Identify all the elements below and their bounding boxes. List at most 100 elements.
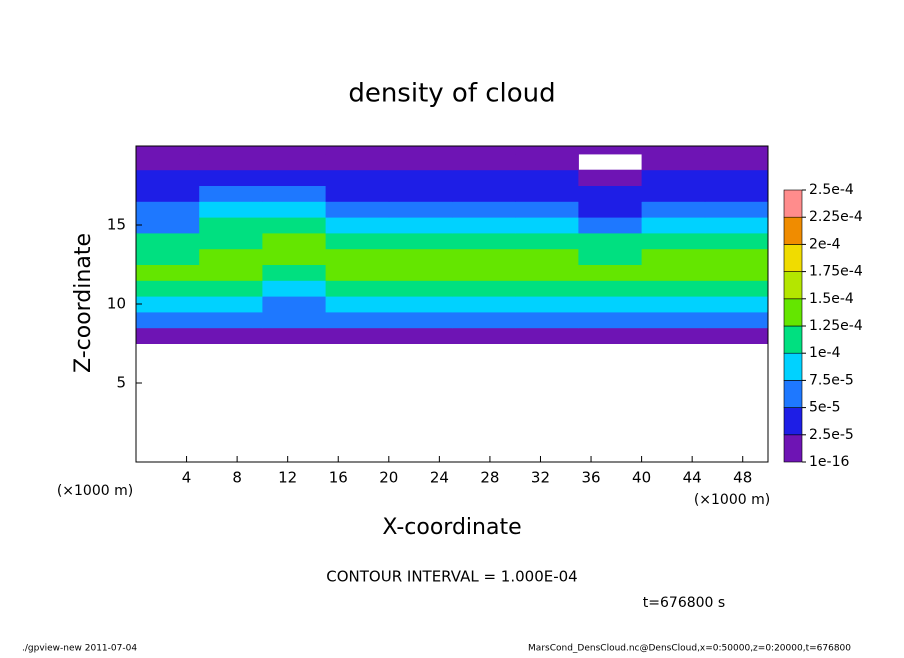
- x-tick-label: 40: [632, 469, 651, 487]
- colorbar-bin: [783, 216, 803, 245]
- cell: [515, 153, 579, 171]
- x-tick-label: 48: [733, 469, 752, 487]
- cell: [578, 201, 643, 218]
- cell: [452, 185, 516, 202]
- cell: [325, 232, 390, 250]
- colorbar-bin: [783, 380, 803, 408]
- cell: [199, 201, 263, 218]
- colorbar-label: 7.5e-5: [809, 372, 854, 388]
- cell: [199, 311, 263, 329]
- cell: [641, 217, 706, 234]
- cell: [136, 232, 200, 250]
- cell: [136, 280, 200, 297]
- cell: [578, 217, 643, 234]
- cell: [325, 264, 390, 281]
- cell: [199, 264, 263, 281]
- x-tick-label: 28: [480, 469, 499, 487]
- cell: [515, 264, 579, 281]
- cell: [136, 185, 200, 202]
- cell: [388, 201, 453, 218]
- cell: [452, 327, 516, 344]
- cell: [704, 169, 769, 186]
- cell: [641, 201, 706, 218]
- cell: [262, 264, 327, 281]
- cell: [136, 153, 200, 171]
- cell: [199, 146, 263, 155]
- cell: [452, 264, 516, 281]
- cell: [262, 217, 327, 234]
- cell: [388, 217, 453, 234]
- cell: [262, 327, 327, 344]
- cell: [199, 280, 263, 297]
- cell: [578, 185, 643, 202]
- cell: [515, 232, 579, 250]
- cell: [515, 201, 579, 218]
- cell: [704, 185, 769, 202]
- chart-title: density of cloud: [348, 79, 555, 109]
- cell: [515, 327, 579, 344]
- cell: [704, 327, 769, 344]
- colorbar-label: 2e-4: [809, 236, 841, 252]
- cell: [641, 280, 706, 297]
- cell: [641, 146, 706, 155]
- cell: [452, 146, 516, 155]
- cell: [641, 232, 706, 250]
- cell: [199, 217, 263, 234]
- cell: [388, 296, 453, 313]
- colorbar-label: 5e-5: [809, 400, 840, 416]
- cell: [325, 248, 390, 265]
- cell: [578, 311, 643, 329]
- cell: [388, 232, 453, 250]
- cell: [262, 248, 327, 265]
- cell: [452, 201, 516, 218]
- cell: [325, 217, 390, 234]
- colorbar-bin: [783, 189, 803, 218]
- cell: [388, 280, 453, 297]
- cell: [136, 311, 200, 329]
- cell: [704, 201, 769, 218]
- cell: [452, 232, 516, 250]
- cell: [578, 327, 643, 344]
- cell: [325, 146, 390, 155]
- cell: [388, 311, 453, 329]
- cell: [452, 248, 516, 265]
- y-tick-label: 15: [107, 216, 126, 234]
- cell: [452, 280, 516, 297]
- cell: [388, 153, 453, 171]
- cell: [704, 153, 769, 171]
- cell: [704, 311, 769, 329]
- cell: [199, 232, 263, 250]
- cell: [262, 311, 327, 329]
- cell: [515, 296, 579, 313]
- cell: [388, 264, 453, 281]
- cell: [136, 169, 200, 186]
- cell: [515, 248, 579, 265]
- colorbar-label: 2.25e-4: [809, 209, 863, 225]
- cell: [199, 296, 263, 313]
- cell: [515, 217, 579, 234]
- cell: [641, 153, 706, 171]
- colorbar-bin: [783, 352, 803, 381]
- x-tick-label: 32: [531, 469, 550, 487]
- cell: [199, 185, 263, 202]
- cell: [578, 264, 643, 281]
- y-unit: (×1000 m): [57, 483, 133, 499]
- cell: [199, 327, 263, 344]
- cell: [704, 232, 769, 250]
- cell: [704, 248, 769, 265]
- colorbar-bin: [783, 325, 803, 354]
- cell: [515, 185, 579, 202]
- cell: [325, 201, 390, 218]
- cell: [136, 296, 200, 313]
- cell: [262, 201, 327, 218]
- cell: [136, 201, 200, 218]
- cell: [704, 296, 769, 313]
- y-tick-label: 10: [107, 295, 126, 313]
- x-unit: (×1000 m): [694, 492, 770, 508]
- cell: [325, 153, 390, 171]
- cell: [262, 185, 327, 202]
- cell: [515, 146, 579, 155]
- x-tick-label: 24: [430, 469, 449, 487]
- cell: [325, 169, 390, 186]
